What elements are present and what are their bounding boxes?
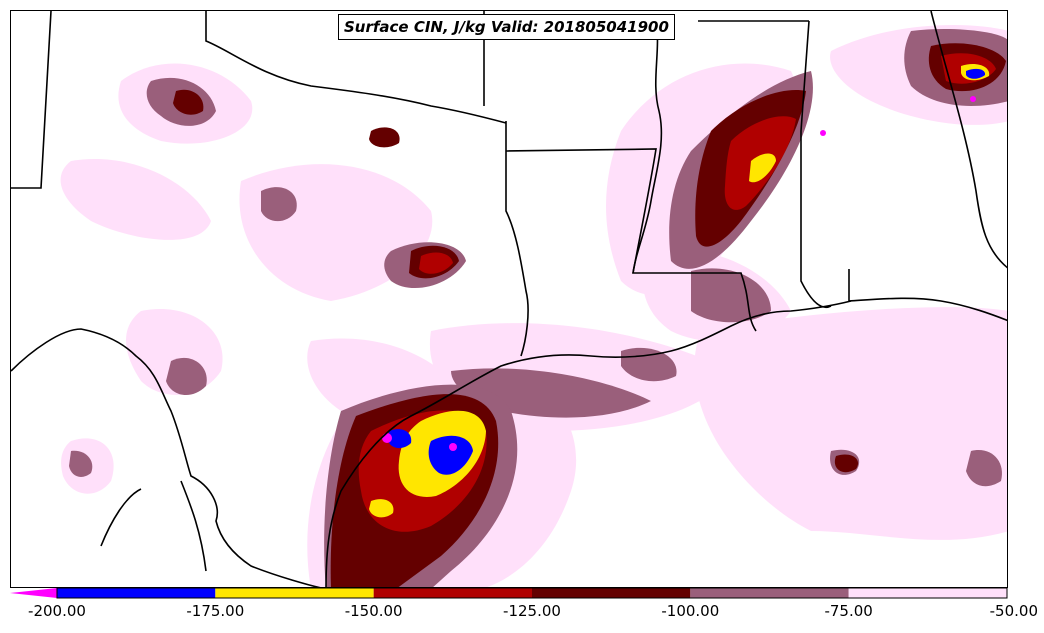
colorbar-tick-label: -75.00 [824,602,873,620]
colorbar-bins [57,588,1007,598]
cin-band-magenta [382,96,976,451]
colorbar-outline [56,587,1008,599]
colorbar-bin [57,588,216,598]
colorbar-tick-label: -150.00 [344,602,403,620]
cin-band-blue [388,68,986,475]
state-border-nm [11,11,52,189]
mississippi-river [632,20,663,274]
colorbar-bin [690,588,849,598]
colorbar-bin [848,588,1007,598]
colorbar-bin [532,588,691,598]
colorbar-tick-label: -100.00 [661,602,720,620]
texas-louisiana-border [505,121,529,357]
colorbar-bin [373,588,532,598]
boundaries [11,11,1007,587]
rio-grande-border [11,328,321,587]
cin-map [11,11,1007,587]
colorbar [10,587,1008,599]
red-river-border [205,11,507,124]
colorbar-bin [215,588,374,598]
mexico-state-border [100,488,142,547]
florida-panhandle-border [848,269,1007,322]
colorbar-tick-label: -125.00 [503,602,561,620]
colorbar-tick-label: -175.00 [186,602,245,620]
colorbar-tick-label: -200.00 [28,602,86,620]
map-title: Surface CIN, J/kg Valid: 201805041900 [338,14,675,40]
mexico-state-border-2 [180,480,207,572]
map-panel [10,10,1008,588]
cin-field [60,25,1007,587]
mississippi-alabama-border [800,20,832,308]
colorbar-tick-label: -50.00 [989,602,1038,620]
colorbar-extend-arrow [10,588,57,598]
alabama-georgia-border [930,11,1007,269]
gulf-coastline [325,300,852,587]
